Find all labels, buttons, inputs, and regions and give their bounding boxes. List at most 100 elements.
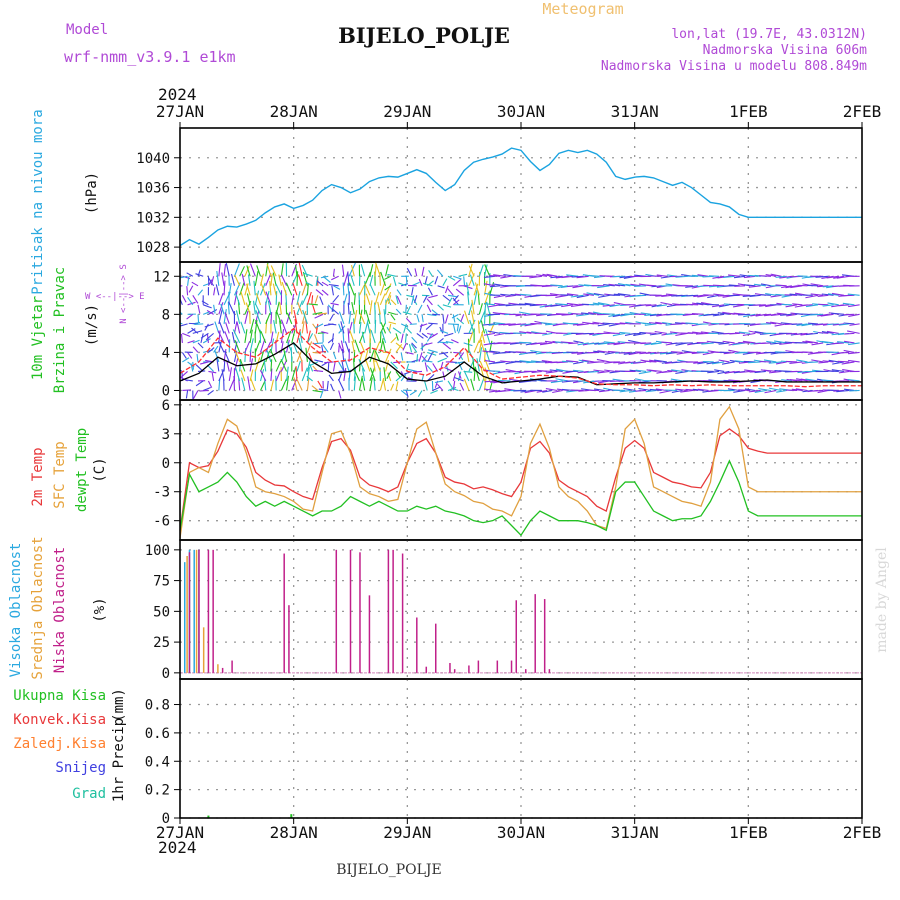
wind-arrow — [205, 332, 214, 341]
wind-arrow — [410, 343, 418, 353]
bottom-date-label: 30JAN — [497, 823, 545, 842]
y-tick-label: 0.8 — [145, 698, 170, 714]
wind-arrow — [273, 320, 277, 334]
wind-arrow — [422, 359, 433, 363]
wind-arrow — [717, 294, 730, 297]
wind-arrow — [338, 323, 342, 332]
wind-arrow — [400, 333, 404, 344]
wind-arrow — [421, 266, 425, 277]
wind-arrow — [421, 314, 424, 323]
wind-arrow — [774, 340, 787, 344]
wind-arrow — [738, 331, 751, 334]
wind-arrow — [649, 313, 662, 317]
wind-arrow — [500, 275, 511, 279]
wind-arrow — [420, 342, 428, 350]
wind-arrow — [693, 361, 704, 364]
wind-arrow — [379, 293, 386, 306]
wind-arrow — [675, 388, 688, 392]
wind-arrow — [452, 279, 462, 287]
wind-arrow — [843, 349, 855, 353]
wind-arrow — [597, 323, 610, 327]
wind-arrow — [431, 309, 438, 315]
bottom-date-label: 2FEB — [843, 823, 882, 842]
wind-arrow — [216, 358, 220, 372]
temp-ylabel-sfc: SFC Temp — [52, 441, 68, 508]
wind-arrow — [718, 342, 730, 345]
wind-arrow — [483, 376, 487, 391]
wind-arrow — [427, 332, 436, 336]
wind-arrow — [723, 351, 735, 355]
wind-arrow — [633, 361, 647, 364]
wind-arrow — [810, 283, 824, 287]
wind-arrow — [801, 323, 813, 327]
y-tick-label: 1036 — [136, 181, 170, 197]
wind-arrow — [597, 380, 610, 384]
wind-arrow — [758, 388, 772, 392]
wind-arrow — [434, 276, 439, 285]
wind-arrow — [760, 294, 772, 296]
wind-arrow — [728, 370, 740, 374]
wind-arrow — [385, 283, 392, 296]
wind-arrow — [218, 302, 224, 315]
wind-arrow — [749, 294, 761, 298]
y-tick-label: 6 — [162, 398, 170, 414]
wind-arrow — [225, 322, 230, 334]
wind-arrow — [718, 359, 730, 363]
wind-arrow — [753, 283, 766, 287]
wind-arrow — [821, 293, 834, 296]
wind-arrow — [374, 263, 377, 277]
wind-arrow — [542, 389, 553, 393]
wind-arrow — [545, 388, 558, 392]
wind-arrow — [350, 264, 355, 277]
cloud-ylabel-mid: Srednja Oblacnost — [30, 536, 46, 679]
wind-arrow — [223, 263, 227, 277]
wind-arrow — [539, 304, 553, 308]
wind-arrow — [743, 275, 756, 279]
wind-arrow — [400, 323, 409, 328]
wind-arrow — [660, 275, 673, 279]
wind-arrow — [301, 292, 309, 306]
wind-arrow — [428, 270, 433, 277]
wind-arrow — [302, 309, 308, 325]
wind-arrow — [306, 291, 312, 305]
y-tick-label: 3 — [162, 427, 170, 443]
wind-arrow — [711, 341, 725, 344]
wind-arrow — [451, 339, 459, 344]
wind-arrow — [566, 360, 579, 363]
wind-arrow — [312, 311, 323, 315]
gust-line — [179, 327, 862, 388]
y-tick-label: 25 — [153, 635, 170, 651]
wind-arrow — [597, 350, 610, 353]
wind-arrow — [619, 389, 631, 393]
wind-arrow — [500, 360, 511, 363]
wind-arrow — [214, 349, 220, 363]
wind-arrow — [665, 332, 678, 336]
wind-arrow — [182, 332, 191, 338]
wind-arrow — [728, 349, 740, 353]
wind-arrow — [768, 370, 782, 374]
wind-arrow — [285, 282, 293, 296]
wind-arrow — [831, 332, 845, 336]
wind-ylabel2: Brzina i Pravac — [52, 267, 68, 393]
wind-arrow — [180, 275, 188, 279]
wind-arrow — [550, 275, 563, 279]
wind-arrow — [419, 323, 423, 333]
wind-arrow — [514, 360, 527, 363]
wind-arrow — [838, 370, 850, 374]
wind-arrow — [696, 351, 709, 353]
wind-arrow — [500, 351, 511, 354]
wind-arrow — [733, 275, 746, 279]
wind-arrow — [249, 358, 254, 372]
wind-arrow — [402, 342, 407, 351]
wind-arrow — [802, 341, 813, 344]
wind-arrow — [392, 327, 402, 334]
wind-arrow — [215, 284, 220, 296]
wind-arrow — [780, 313, 792, 316]
wind-arrow — [645, 389, 657, 393]
wind-arrow — [330, 302, 339, 306]
wind-arrow — [566, 274, 579, 277]
wind-arrow — [791, 388, 803, 392]
y-tick-label: 0 — [162, 383, 170, 399]
wind-panel: 0 4 8 12 — [153, 261, 863, 401]
wind-arrow — [576, 275, 589, 279]
